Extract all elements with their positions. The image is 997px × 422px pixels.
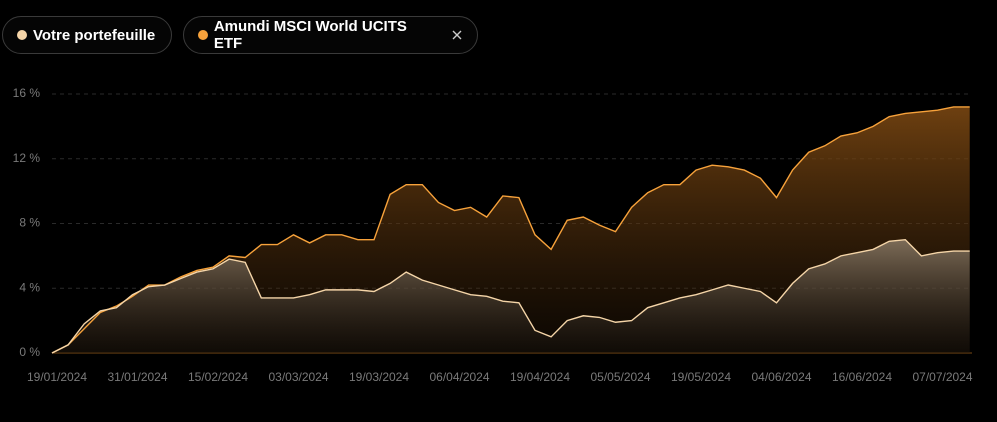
x-tick-label: 19/01/2024 (27, 370, 87, 384)
line (51, 106, 970, 354)
x-tick-label: 07/07/2024 (912, 370, 972, 384)
x-tick-label: 19/03/2024 (349, 370, 409, 384)
x-tick-label: 04/06/2024 (751, 370, 811, 384)
y-tick-label: 0 % (19, 345, 40, 359)
area (52, 106, 970, 353)
x-tick-label: 05/05/2024 (590, 370, 650, 384)
x-tick-label: 19/05/2024 (671, 370, 731, 384)
y-tick-label: 16 % (13, 86, 41, 100)
x-tick-label: 03/03/2024 (268, 370, 328, 384)
x-tick-label: 19/04/2024 (510, 370, 570, 384)
legend-chip[interactable]: Amundi MSCI World UCITS ETF (183, 16, 478, 54)
x-tick-label: 16/06/2024 (832, 370, 892, 384)
x-tick-label: 06/04/2024 (429, 370, 489, 384)
y-tick-label: 4 % (19, 280, 40, 294)
area (52, 239, 970, 353)
legend-chip[interactable]: Votre portefeuille (2, 16, 172, 54)
close-icon[interactable] (451, 29, 463, 41)
x-tick-label: 31/01/2024 (107, 370, 167, 384)
x-tick-label: 15/02/2024 (188, 370, 248, 384)
y-tick-label: 8 % (19, 216, 40, 230)
y-tick-label: 12 % (13, 151, 41, 165)
legend-label: Votre portefeuille (33, 26, 156, 44)
legend-label: Amundi MSCI World UCITS ETF (213, 18, 407, 52)
line (51, 238, 970, 354)
legend-dot (198, 30, 208, 40)
legend-dot (17, 30, 27, 40)
